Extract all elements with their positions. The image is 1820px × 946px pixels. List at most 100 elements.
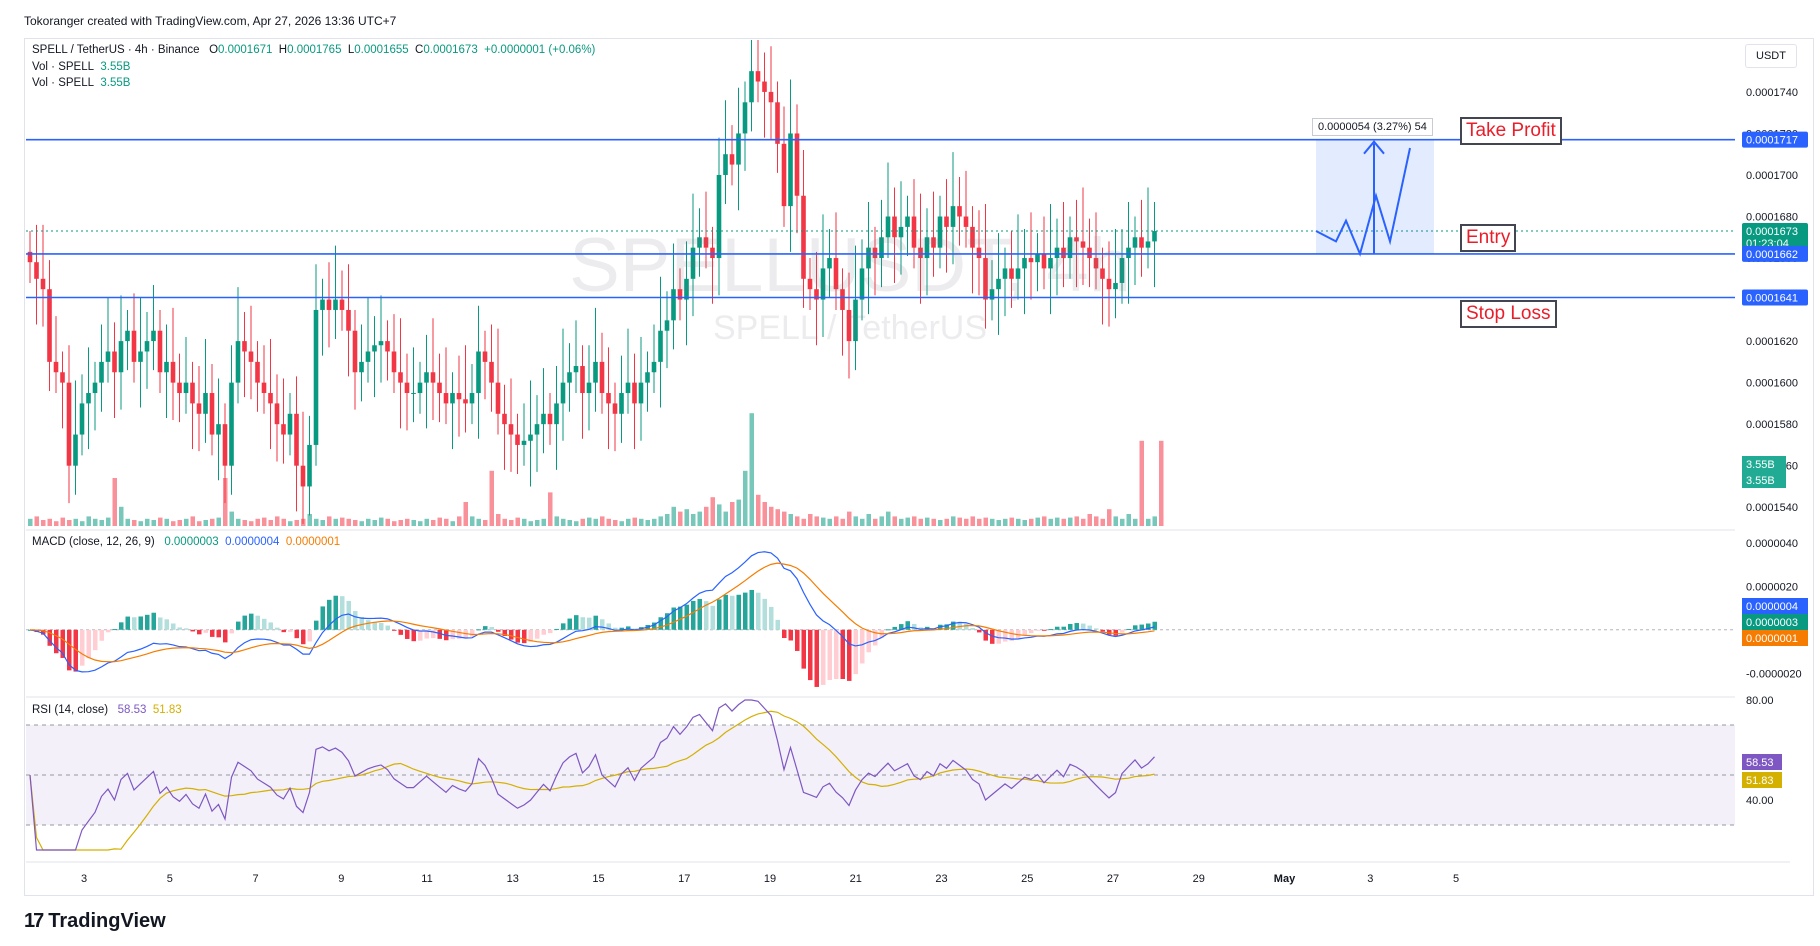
macd-legend[interactable]: MACD (close, 12, 26, 9) 0.0000003 0.0000…	[32, 536, 341, 548]
volume-bar	[548, 492, 553, 526]
macd-histogram-bar	[223, 629, 228, 643]
volume-bar	[119, 506, 124, 526]
price-tick-label: 0.0001700	[1746, 170, 1798, 182]
tradingview-logo[interactable]: 17 TradingView	[24, 910, 166, 933]
time-tick-label: 15	[592, 873, 604, 885]
volume-bar	[171, 521, 176, 526]
macd-histogram-bar	[717, 599, 722, 630]
rsi-axis-badge	[1742, 754, 1782, 770]
symbol-title[interactable]: SPELL / TetherUS · 4h · Binance	[32, 44, 200, 56]
currency-selector[interactable]: USDT	[1745, 44, 1797, 68]
time-tick-label: 13	[507, 873, 519, 885]
time-tick-label: 7	[252, 873, 258, 885]
candle-body	[1113, 282, 1118, 290]
volume-legend-2[interactable]: Vol · SPELL 3.55B	[32, 77, 131, 89]
volume-bar	[879, 516, 884, 526]
time-tick-label: 3	[1367, 873, 1373, 885]
candle-body	[391, 351, 397, 373]
take-profit-label[interactable]: Take Profit	[1460, 117, 1562, 145]
price-axis-badge-text: 0.0001673	[1746, 226, 1798, 238]
candle-body	[1087, 247, 1092, 259]
candle-body	[313, 309, 319, 445]
candle-body	[242, 341, 247, 352]
projection-path	[1315, 147, 1411, 257]
macd-histogram-bar	[821, 629, 826, 685]
macd-histogram-bar	[242, 615, 247, 630]
macd-histogram-bar	[366, 620, 371, 630]
macd-histogram-bar	[1055, 626, 1060, 630]
macd-histogram-bar	[372, 621, 377, 630]
macd-histogram-bar	[1152, 621, 1157, 630]
candle-body	[118, 341, 124, 373]
volume-bar	[242, 520, 247, 526]
candle-body	[918, 247, 923, 259]
volume-bar	[795, 516, 800, 526]
volume-bar	[476, 518, 481, 526]
macd-histogram-bar	[54, 629, 59, 654]
candle-body	[1145, 241, 1151, 248]
volume-bar	[951, 516, 956, 526]
stop-loss-label[interactable]: Stop Loss	[1460, 300, 1557, 328]
macd-histogram-bar	[470, 629, 475, 637]
candle-body	[248, 351, 254, 362]
volume-bar	[996, 520, 1001, 526]
macd-histogram-bar	[320, 606, 325, 630]
volume-bar	[197, 521, 202, 526]
macd-histogram-bar	[600, 619, 605, 630]
volume-bar	[756, 494, 761, 526]
candle-body	[567, 372, 572, 383]
volume-bar	[827, 518, 832, 526]
candle-body	[1074, 237, 1079, 242]
candle-body	[508, 424, 514, 435]
candle-body	[989, 289, 995, 300]
price-axis-badge-text: 0.0001641	[1746, 292, 1798, 304]
macd-line	[29, 551, 1155, 673]
candle-body	[807, 278, 813, 290]
measure-arrow-head	[1363, 140, 1385, 155]
candle-body	[222, 424, 228, 466]
volume-bar	[704, 506, 709, 526]
candle-body	[762, 81, 767, 92]
candle-body	[40, 278, 46, 290]
candle-body	[729, 154, 735, 165]
candle-body	[1009, 268, 1014, 279]
time-tick-label: 29	[1193, 873, 1205, 885]
candle-body	[788, 133, 793, 207]
volume-axis-badge	[1742, 472, 1786, 488]
macd-histogram-bar	[73, 629, 78, 672]
macd-histogram-bar	[1009, 629, 1014, 641]
price-tick-label: 0.0001580	[1746, 419, 1798, 431]
volume-bar	[28, 518, 33, 526]
macd-histogram-bar	[307, 629, 312, 642]
candle-body	[944, 216, 949, 227]
entry-label[interactable]: Entry	[1460, 224, 1517, 252]
macd-histogram-bar	[1113, 629, 1118, 636]
volume-bar	[964, 518, 969, 526]
macd-histogram-bar	[151, 612, 156, 630]
volume-bar	[1009, 517, 1014, 526]
volume-bar	[1042, 516, 1047, 526]
candle-body	[274, 403, 280, 425]
macd-histogram-bar	[847, 629, 852, 681]
volume-bar	[190, 516, 195, 526]
candle-body	[820, 268, 826, 300]
macd-histogram-bar	[385, 625, 390, 630]
volume-bar	[639, 518, 644, 526]
macd-histogram-bar	[574, 615, 579, 630]
volume-legend-1[interactable]: Vol · SPELL 3.55B	[32, 61, 131, 73]
rsi-legend[interactable]: RSI (14, close) 58.53 51.83	[32, 704, 182, 716]
volume-bar	[86, 516, 91, 526]
candle-body	[853, 299, 858, 342]
volume-bar	[314, 518, 319, 526]
price-axis-badge	[1742, 223, 1808, 252]
volume-bar	[931, 518, 936, 526]
volume-bar	[431, 520, 436, 526]
candle-body	[1061, 247, 1066, 259]
candle-body	[911, 216, 917, 248]
macd-histogram-bar	[1003, 629, 1008, 642]
candle-body	[593, 361, 598, 383]
macd-histogram-bar	[197, 629, 202, 635]
candle-body	[885, 216, 891, 238]
macd-histogram-bar	[684, 604, 689, 630]
